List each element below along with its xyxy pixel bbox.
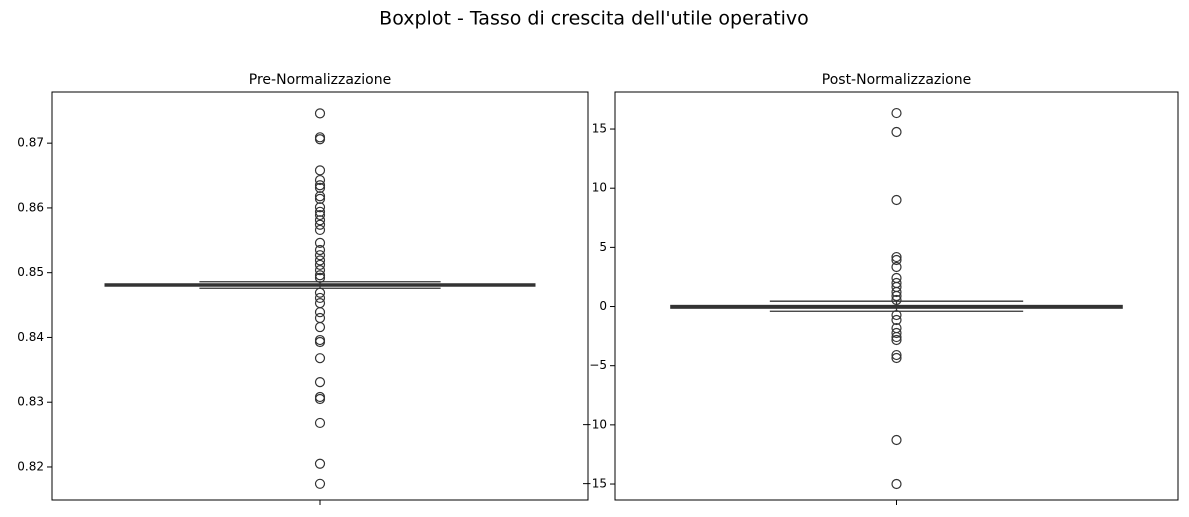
outlier [314, 393, 326, 405]
axes-frame [51, 91, 589, 501]
outlier [314, 264, 326, 276]
y-tick-label: 0.84 [17, 330, 44, 344]
outlier [314, 272, 326, 283]
outlier [891, 331, 902, 343]
y-tick-label: 0.83 [17, 395, 44, 409]
outlier [891, 261, 902, 273]
figure-title: Boxplot - Tasso di crescita dell'utile o… [379, 8, 809, 30]
outlier [314, 224, 326, 236]
outlier [891, 294, 902, 306]
y-tick-label: 10 [592, 181, 607, 195]
axes-title: Post-Normalizzazione [822, 72, 971, 88]
outlier [891, 126, 902, 138]
y-tick-label: 0.87 [17, 136, 44, 150]
outlier [891, 349, 902, 361]
outlier [314, 298, 326, 309]
outlier [314, 108, 326, 119]
outlier [314, 215, 326, 226]
y-tick-label: 15 [592, 122, 607, 136]
outlier [314, 292, 326, 304]
outlier [891, 290, 902, 302]
outlier [314, 287, 326, 298]
y-tick-label: −5 [589, 358, 607, 372]
outlier [314, 321, 326, 333]
y-tick-label: 0 [599, 299, 607, 313]
outlier [891, 254, 902, 266]
outlier [314, 209, 326, 221]
outlier [314, 165, 326, 176]
outlier [891, 352, 902, 364]
outlier [314, 191, 326, 202]
y-tick-label: 0.82 [17, 459, 44, 473]
outlier [891, 107, 902, 119]
axes-frame [614, 91, 1179, 501]
outlier [314, 417, 326, 429]
outlier [314, 353, 326, 364]
outlier [891, 478, 902, 490]
y-tick-label: −15 [582, 477, 607, 491]
outlier [314, 307, 326, 318]
outlier [314, 134, 326, 145]
outlier [314, 174, 326, 186]
outlier [314, 336, 326, 348]
outlier [314, 237, 326, 248]
outlier [314, 259, 326, 271]
outlier [314, 270, 326, 281]
outlier [891, 286, 902, 298]
outlier [314, 250, 326, 261]
y-tick-label: 0.85 [17, 265, 44, 279]
outlier [891, 309, 902, 321]
outlier [314, 219, 326, 230]
outlier [314, 244, 326, 256]
y-tick-label: 0.86 [17, 200, 44, 214]
outlier [891, 194, 902, 206]
outlier [314, 312, 326, 324]
outlier [891, 334, 902, 346]
outlier [314, 180, 326, 191]
outlier [314, 202, 326, 213]
y-tick-label: 5 [599, 240, 607, 254]
outlier [314, 458, 326, 469]
outlier [314, 377, 326, 388]
outlier [314, 478, 326, 489]
outlier [891, 314, 902, 326]
outlier [891, 327, 902, 339]
y-tick-label: −10 [582, 417, 607, 431]
outlier [891, 251, 902, 263]
outlier [314, 255, 326, 266]
axes-title: Pre-Normalizzazione [249, 72, 391, 88]
outlier [891, 434, 902, 446]
